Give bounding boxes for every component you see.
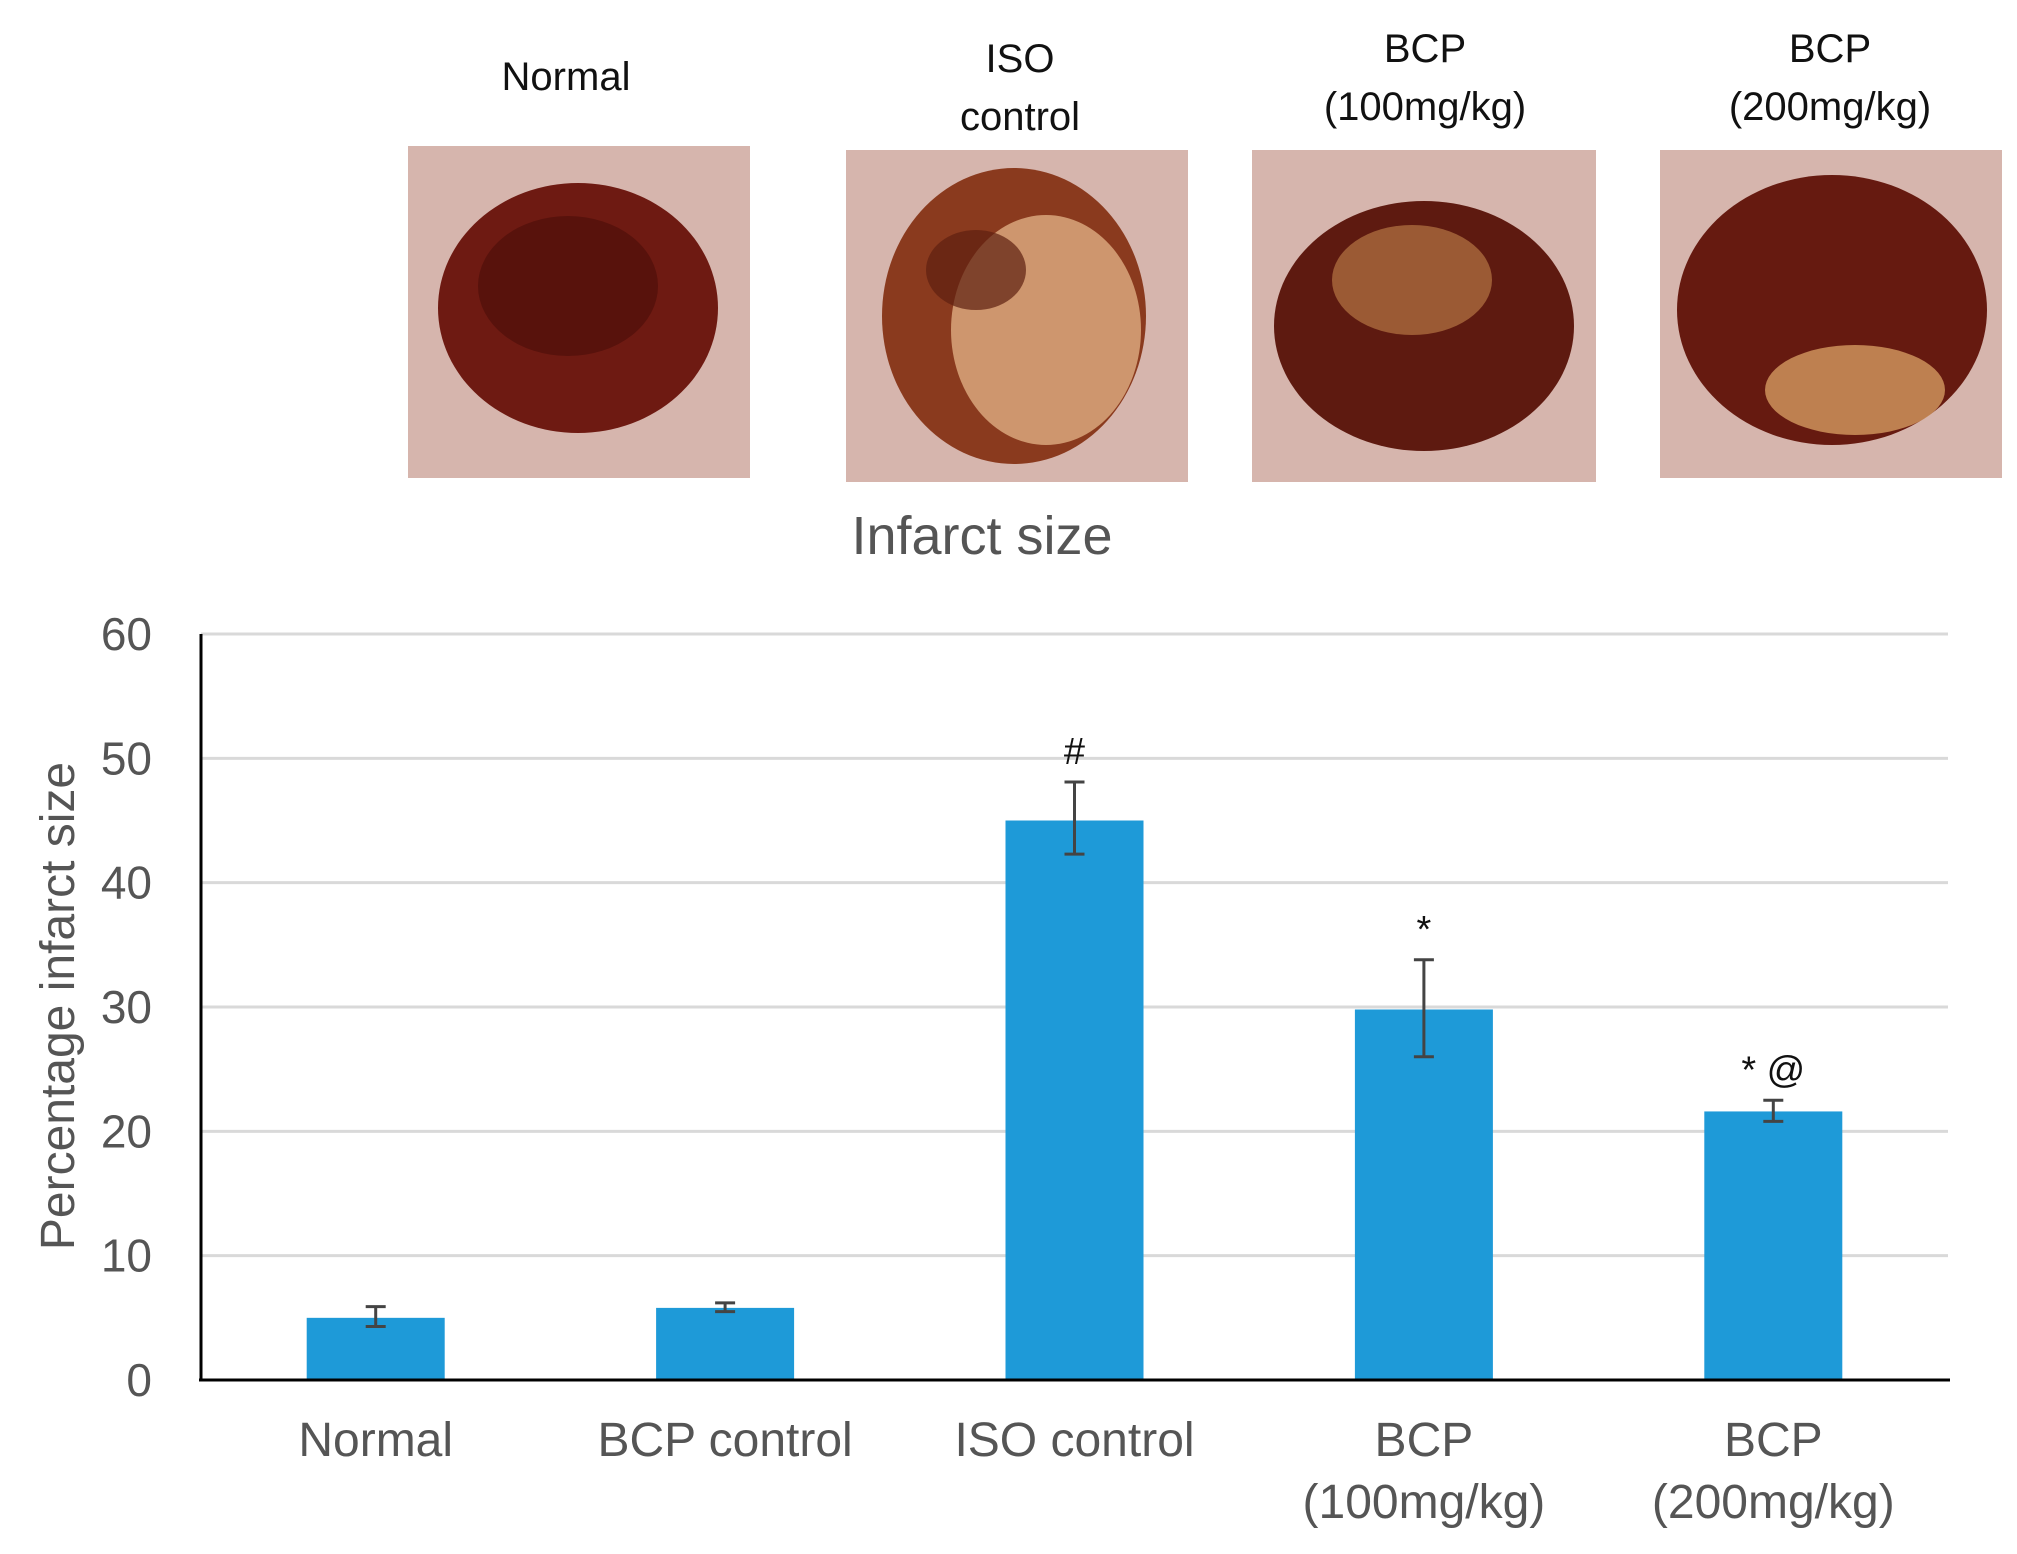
bar — [1354, 1009, 1493, 1380]
tissue-highlight — [926, 230, 1026, 310]
bar — [1704, 1111, 1843, 1380]
x-tick-label: BCP — [1724, 1414, 1823, 1467]
y-tick-label: 0 — [126, 1354, 152, 1406]
tissue-highlight — [478, 216, 658, 356]
x-tick-label: BCP control — [597, 1414, 852, 1467]
y-tick-label: 50 — [101, 732, 152, 784]
y-tick-label: 10 — [101, 1230, 152, 1282]
x-tick-label: Normal — [298, 1414, 453, 1467]
bcp-200-heart-photo — [1660, 150, 2002, 478]
chart-title: Infarct size — [851, 506, 1112, 566]
significance-marker: * — [1417, 909, 1432, 951]
bar — [656, 1307, 795, 1380]
y-tick-label: 60 — [101, 608, 152, 660]
infarct-region — [1765, 345, 1945, 435]
infarct-region — [1332, 225, 1492, 335]
bar — [1005, 820, 1144, 1380]
significance-marker: * @ — [1741, 1049, 1805, 1091]
x-tick-label: (100mg/kg) — [1303, 1476, 1546, 1529]
photo-label-bcp-200: BCP (200mg/kg) — [1728, 27, 1932, 129]
x-tick-label: (200mg/kg) — [1652, 1476, 1895, 1529]
y-tick-label: 20 — [101, 1105, 152, 1157]
bcp-100-heart-photo — [1252, 150, 1596, 482]
iso-control-heart-photo — [846, 150, 1188, 482]
y-tick-label: 30 — [101, 981, 152, 1033]
normal-heart-photo — [408, 146, 750, 478]
y-axis-label: Percentage infarct size — [32, 762, 85, 1250]
photo-label-normal: Normal — [501, 55, 631, 99]
y-tick-label: 40 — [101, 857, 152, 909]
photo-label-bcp-100: BCP (100mg/kg) — [1323, 27, 1527, 129]
significance-marker: # — [1064, 731, 1085, 773]
photo-label-iso-control: ISO control — [959, 37, 1081, 139]
bar — [306, 1317, 445, 1380]
x-tick-label: ISO control — [954, 1414, 1194, 1467]
x-tick-label: BCP — [1375, 1414, 1474, 1467]
